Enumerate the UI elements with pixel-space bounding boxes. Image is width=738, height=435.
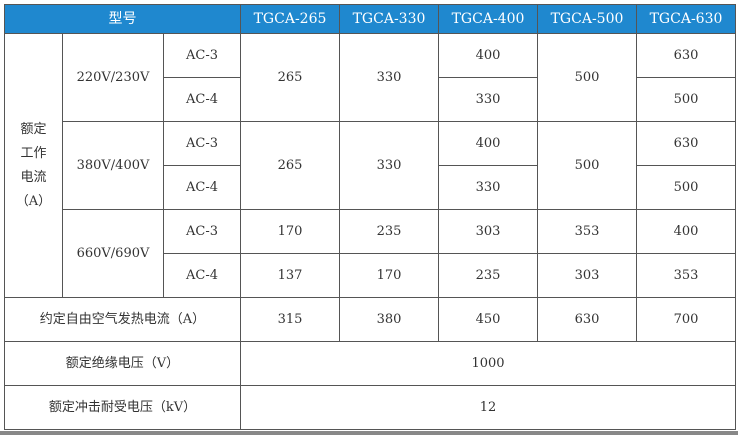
value-cell: 380: [339, 297, 439, 342]
category-label: AC-3: [163, 209, 241, 254]
category-label: AC-4: [163, 77, 241, 122]
value-cell: 330: [339, 121, 439, 210]
value-cell: 400: [438, 121, 538, 166]
value-cell: 450: [438, 297, 538, 342]
model-header-265: TGCA-265: [240, 4, 340, 34]
value-cell: 353: [537, 209, 637, 254]
table-row: 额定 工作 电流 （A） 220V/230V AC-3 265 330 400 …: [4, 33, 736, 298]
value-cell: 265: [240, 121, 340, 210]
value-cell: 330: [438, 77, 538, 122]
category-label: AC-3: [163, 121, 241, 166]
value-cell: 400: [438, 33, 538, 78]
impulse-voltage-label: 额定冲击耐受电压（kV）: [4, 385, 241, 430]
value-cell: 500: [537, 121, 637, 210]
category-label: AC-4: [163, 165, 241, 210]
value-cell: 700: [636, 297, 736, 342]
bottom-divider: [0, 431, 738, 435]
value-cell: 315: [240, 297, 340, 342]
voltage-label: 380V/400V: [62, 121, 164, 210]
insulation-voltage-row: 额定绝缘电压（V） 1000: [4, 341, 736, 386]
table-row: 660V/690V AC-3 170 235 303 353 400: [5, 209, 736, 298]
value-cell: 500: [636, 77, 736, 122]
table-row: AC-4 330 500: [5, 165, 736, 210]
model-header: 型号: [4, 4, 241, 34]
value-cell: 500: [537, 33, 637, 122]
value-cell: 235: [339, 209, 439, 254]
thermal-current-row: 约定自由空气发热电流（A） 315 380 450 630 700: [4, 297, 736, 342]
model-header-330: TGCA-330: [339, 4, 439, 34]
table-row: AC-4 330 500: [5, 77, 736, 122]
voltage-label: 660V/690V: [62, 209, 164, 298]
thermal-current-label: 约定自由空气发热电流（A）: [4, 297, 241, 342]
value-cell: 265: [240, 33, 340, 122]
value-cell: 170: [240, 209, 340, 254]
value-cell: 330: [438, 165, 538, 210]
table-row: 380V/400V AC-3 265 330 400 500 630: [5, 121, 736, 210]
model-header-400: TGCA-400: [438, 4, 538, 34]
model-header-500: TGCA-500: [537, 4, 637, 34]
value-cell: 137: [240, 253, 340, 298]
category-label: AC-3: [163, 33, 241, 78]
voltage-label: 220V/230V: [62, 33, 164, 122]
table-row: AC-4 137 170 235 303 353: [5, 253, 736, 298]
value-cell: 12: [240, 385, 736, 430]
value-cell: 303: [537, 253, 637, 298]
header-row: 型号 TGCA-265 TGCA-330 TGCA-400 TGCA-500 T…: [4, 4, 736, 34]
value-cell: 235: [438, 253, 538, 298]
value-cell: 1000: [240, 341, 736, 386]
value-cell: 353: [636, 253, 736, 298]
insulation-voltage-label: 额定绝缘电压（V）: [4, 341, 241, 386]
rated-current-label: 额定 工作 电流 （A）: [4, 33, 63, 298]
spec-table: 型号 TGCA-265 TGCA-330 TGCA-400 TGCA-500 T…: [4, 4, 736, 430]
impulse-voltage-row: 额定冲击耐受电压（kV） 12: [4, 385, 736, 430]
value-cell: 170: [339, 253, 439, 298]
value-cell: 630: [537, 297, 637, 342]
value-cell: 500: [636, 165, 736, 210]
value-cell: 400: [636, 209, 736, 254]
value-cell: 303: [438, 209, 538, 254]
value-cell: 630: [636, 121, 736, 166]
model-header-630: TGCA-630: [636, 4, 736, 34]
value-cell: 630: [636, 33, 736, 78]
value-cell: 330: [339, 33, 439, 122]
category-label: AC-4: [163, 253, 241, 298]
